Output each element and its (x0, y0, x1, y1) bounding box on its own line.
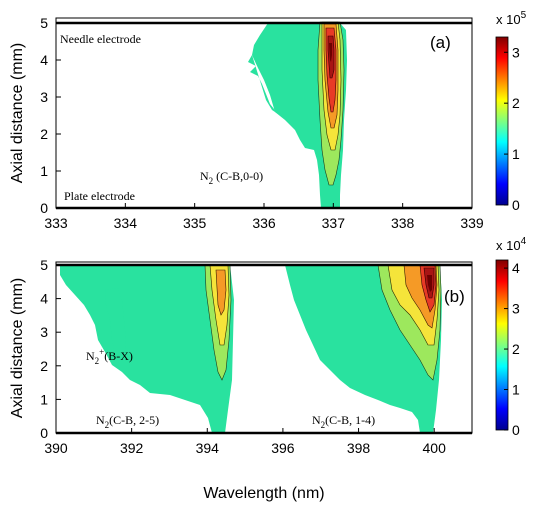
y-tick-label: 3 (40, 324, 48, 340)
y-tick-label: 0 (40, 425, 48, 441)
plate-electrode-label: Plate electrode (64, 189, 135, 203)
x-tick-label: 335 (183, 215, 207, 231)
n2-2-5-band-outer (60, 265, 234, 433)
panel-a-label: (a) (430, 33, 451, 52)
panel-b-y-axis-label: Axial distance (mm) (9, 278, 26, 418)
n2-0-0-band-edge (248, 55, 278, 114)
panel-a-plot-area (248, 21, 347, 208)
n2-2-5-level-orange (215, 269, 227, 316)
needle-electrode-label: Needle electrode (60, 32, 141, 46)
panel-a-y-axis-label: Axial distance (mm) (9, 43, 26, 183)
y-tick-label: 2 (40, 126, 48, 142)
x-tick-label: 337 (322, 215, 346, 231)
x-tick-label: 400 (423, 440, 447, 456)
panel-b-y-ticks: 0 1 2 3 4 5 (40, 257, 61, 441)
x-tick-label: 390 (44, 440, 68, 456)
y-tick-label: 1 (40, 163, 48, 179)
panel-a-colorbar-multiplier: x 105 (496, 10, 527, 27)
colorbar-tick-label: 2 (512, 95, 520, 111)
n2-1-4-band-label: N2(C-B, 1-4) (312, 413, 375, 430)
panel-b-colorbar-ticks: 0 1 2 3 4 (504, 260, 520, 438)
x-tick-label: 338 (391, 215, 415, 231)
x-tick-label: 394 (196, 440, 220, 456)
colorbar-tick-label: 0 (512, 197, 520, 213)
panel-a-colorbar: 0 1 2 3 x 105 (495, 10, 527, 213)
colorbar-tick-label: 4 (512, 260, 520, 276)
x-tick-label: 333 (44, 215, 68, 231)
panel-b-label: (b) (444, 287, 465, 306)
panel-b-frame (55, 261, 473, 434)
panel-a-colorbar-gradient (495, 36, 509, 206)
colorbar-tick-label: 1 (512, 382, 520, 398)
y-tick-label: 4 (40, 52, 48, 68)
y-tick-label: 5 (40, 15, 48, 31)
x-tick-label: 398 (347, 440, 371, 456)
panel-b-x-axis-label: Wavelength (nm) (203, 485, 324, 502)
x-tick-label: 392 (120, 440, 144, 456)
panel-b: 390 392 394 396 398 400 0 1 2 3 4 5 N2+(B-X) N2(C-… (9, 236, 527, 502)
y-tick-label: 5 (40, 257, 48, 273)
panel-b-colorbar: 0 1 2 3 4 x 104 (495, 236, 527, 438)
n2-2-5-band-label: N2(C-B, 2-5) (96, 413, 159, 430)
y-tick-label: 0 (40, 200, 48, 216)
panel-b-colorbar-gradient (495, 259, 509, 431)
colorbar-tick-label: 3 (512, 44, 520, 60)
panel-a-colorbar-ticks: 0 1 2 3 (504, 44, 520, 213)
x-tick-label: 336 (252, 215, 276, 231)
n2-0-0-band-label: N2 (C-B,0-0) (200, 169, 263, 186)
n2-plus-b-x-band-label: N2+(B-X) (86, 347, 133, 366)
y-tick-label: 3 (40, 89, 48, 105)
n2-plus-b-x-band-spur (105, 288, 126, 360)
y-tick-label: 1 (40, 391, 48, 407)
x-tick-label: 339 (460, 215, 484, 231)
panel-a: 333 334 335 336 337 338 339 0 1 2 3 4 5 Needle elec… (9, 10, 527, 231)
x-tick-label: 396 (271, 440, 295, 456)
y-tick-label: 4 (40, 291, 48, 307)
n2-0-0-level-peak (329, 43, 332, 62)
panel-b-colorbar-multiplier: x 104 (496, 236, 527, 253)
x-tick-label: 334 (114, 215, 138, 231)
panel-b-x-ticks: 390 392 394 396 398 400 (44, 428, 446, 456)
panel-b-plot-area (60, 264, 442, 433)
y-tick-label: 2 (40, 358, 48, 374)
colorbar-tick-label: 0 (512, 422, 520, 438)
panel-a-y-ticks: 0 1 2 3 4 5 (40, 15, 61, 216)
colorbar-tick-label: 1 (512, 146, 520, 162)
colorbar-tick-label: 3 (512, 301, 520, 317)
n2-1-4-level-peak (427, 275, 432, 292)
colorbar-tick-label: 2 (512, 341, 520, 357)
panel-a-x-ticks: 333 334 335 336 337 338 339 (44, 203, 484, 231)
